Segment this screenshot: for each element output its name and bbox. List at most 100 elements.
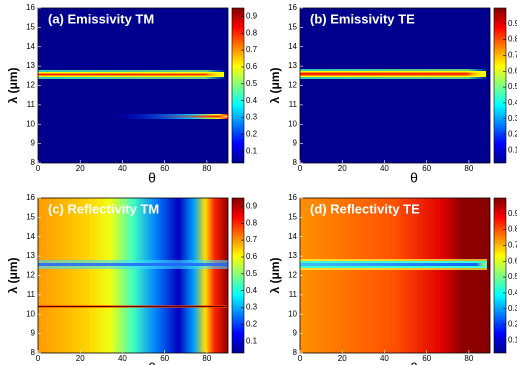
y-tick-label: 15: [26, 212, 35, 221]
heatmap-field: [38, 8, 228, 163]
colorbar-tick-label: 0.7: [508, 241, 517, 250]
colorbar-tick-label: 0.9: [508, 209, 517, 218]
colorbar-tick-label: 0.7: [508, 51, 517, 60]
colorbar-tick-label: 0.9: [508, 19, 517, 28]
x-axis-label: θ: [148, 360, 156, 365]
colorbar-tick-label: 0.2: [508, 320, 517, 329]
y-tick-label: 11: [27, 290, 36, 299]
colorbar-tick-label: 0.2: [246, 319, 258, 328]
colorbar-tick-label: 0.6: [246, 252, 258, 261]
colorbar-tick-label: 0.5: [508, 82, 517, 91]
y-tick-label: 14: [26, 232, 35, 241]
x-tick-label: 0: [298, 354, 303, 363]
x-tick-label: 60: [422, 164, 431, 173]
y-tick-label: 13: [26, 61, 35, 70]
colorbar-tick-label: 0.5: [508, 272, 517, 281]
y-tick-label: 14: [288, 232, 297, 241]
colorbar-tick-label: 0.4: [508, 288, 517, 297]
y-tick-label: 8: [31, 348, 36, 357]
colorbar-tick-label: 0.4: [246, 96, 258, 105]
colorbar: [231, 7, 245, 164]
heatmap-field: [300, 8, 490, 163]
x-tick-label: 20: [338, 354, 347, 363]
colorbar-tick-label: 0.1: [246, 146, 258, 155]
colorbar-tick-label: 0.8: [508, 225, 517, 234]
colorbar-tick-label: 0.3: [508, 304, 517, 313]
colorbar-tick-label: 0.6: [508, 66, 517, 75]
colorbar-tick-label: 0.3: [246, 303, 258, 312]
y-tick-label: 16: [26, 3, 35, 12]
x-tick-label: 60: [422, 354, 431, 363]
y-axis-label: λ (μm): [268, 257, 282, 293]
y-tick-label: 13: [26, 251, 35, 260]
colorbar-tick-label: 0.8: [246, 218, 258, 227]
y-tick-label: 12: [26, 271, 35, 280]
colorbar-tick-label: 0.6: [508, 256, 517, 265]
x-tick-label: 80: [464, 354, 473, 363]
x-axis-label: θ: [410, 170, 418, 186]
colorbar-tick-label: 0.6: [246, 62, 258, 71]
y-tick-label: 16: [288, 3, 297, 12]
colorbar: [493, 197, 507, 354]
y-tick-label: 10: [26, 309, 35, 318]
x-tick-label: 80: [202, 164, 211, 173]
y-tick-label: 9: [293, 329, 298, 338]
colorbar-tick-label: 0.1: [508, 335, 517, 344]
heatmap-field: [300, 198, 490, 353]
x-tick-label: 20: [76, 164, 85, 173]
y-tick-label: 14: [288, 42, 297, 51]
y-tick-label: 10: [288, 309, 297, 318]
x-tick-label: 40: [118, 354, 127, 363]
y-axis-label: λ (μm): [6, 67, 20, 103]
colorbar-tick-label: 0.8: [508, 35, 517, 44]
panel-title: (b) Emissivity TE: [310, 11, 415, 26]
colorbar-tick-label: 0.5: [246, 269, 258, 278]
x-axis-label: θ: [148, 170, 156, 186]
colorbar-tick-label: 0.4: [508, 98, 517, 107]
x-tick-label: 80: [464, 164, 473, 173]
heatmap-field: [38, 198, 228, 353]
x-tick-label: 20: [76, 354, 85, 363]
y-axis-label: λ (μm): [6, 257, 20, 293]
y-tick-label: 8: [293, 348, 298, 357]
colorbar-tick-label: 0.3: [508, 114, 517, 123]
y-axis-label: λ (μm): [268, 67, 282, 103]
y-tick-label: 11: [289, 290, 298, 299]
y-tick-label: 14: [26, 42, 35, 51]
y-tick-label: 16: [288, 193, 297, 202]
panel-title: (d) Reflectivity TE: [310, 201, 420, 216]
y-tick-label: 12: [288, 271, 297, 280]
colorbar-tick-label: 0.9: [246, 12, 258, 21]
colorbar-tick-label: 0.8: [246, 28, 258, 37]
colorbar-tick-label: 0.7: [246, 45, 258, 54]
x-tick-label: 0: [36, 164, 41, 173]
panel-title: (a) Emissivity TM: [48, 11, 154, 26]
x-tick-label: 60: [160, 164, 169, 173]
x-tick-label: 40: [380, 354, 389, 363]
x-axis-label: θ: [410, 360, 418, 365]
colorbar-tick-label: 0.4: [246, 286, 258, 295]
x-tick-label: 0: [36, 354, 41, 363]
y-tick-label: 12: [26, 81, 35, 90]
panel-title: (c) Reflectivity TM: [48, 201, 159, 216]
colorbar-tick-label: 0.5: [246, 79, 258, 88]
x-tick-label: 0: [298, 164, 303, 173]
y-tick-label: 9: [31, 329, 36, 338]
y-tick-label: 16: [26, 193, 35, 202]
colorbar: [493, 7, 507, 164]
y-tick-label: 11: [27, 100, 36, 109]
colorbar-tick-label: 0.3: [246, 113, 258, 122]
y-tick-label: 15: [26, 22, 35, 31]
colorbar: [231, 197, 245, 354]
y-tick-label: 15: [288, 212, 297, 221]
colorbar-tick-label: 0.1: [246, 336, 258, 345]
colorbar-tick-label: 0.9: [246, 202, 258, 211]
colorbar-tick-label: 0.2: [246, 129, 258, 138]
colorbar-tick-label: 0.2: [508, 130, 517, 139]
x-tick-label: 60: [160, 354, 169, 363]
colorbar-tick-label: 0.7: [246, 235, 258, 244]
x-tick-label: 40: [118, 164, 127, 173]
colorbar-tick-label: 0.1: [508, 145, 517, 154]
y-tick-label: 11: [289, 100, 298, 109]
y-tick-label: 15: [288, 22, 297, 31]
